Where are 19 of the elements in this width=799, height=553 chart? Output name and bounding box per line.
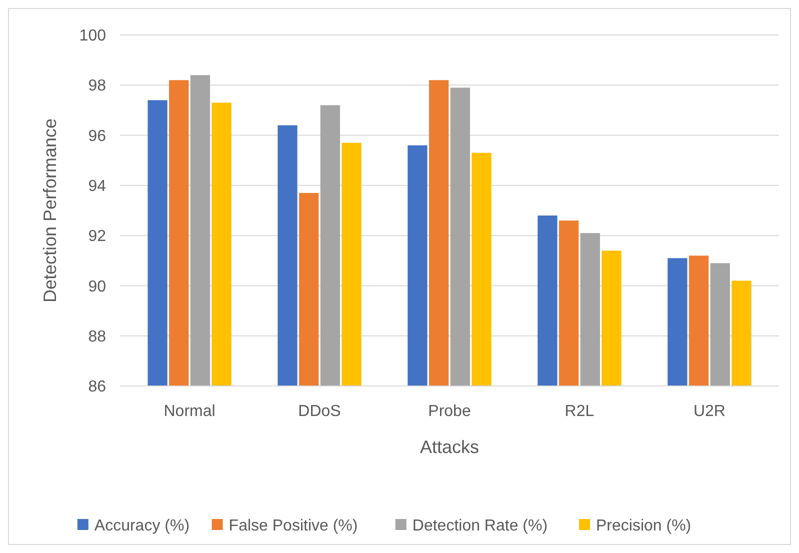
legend-label: Detection Rate (%) <box>412 518 548 535</box>
legend-label: Precision (%) <box>596 518 692 535</box>
x-tick-label: DDoS <box>298 403 341 420</box>
y-tick-label: 88 <box>88 328 106 346</box>
y-tick-label: 100 <box>79 28 106 45</box>
y-tick-label: 96 <box>88 128 106 145</box>
legend-label: Accuracy (%) <box>94 518 190 535</box>
x-tick-label: Probe <box>428 403 471 420</box>
x-tick-label: Normal <box>164 403 216 420</box>
x-tick-label: R2L <box>564 403 594 420</box>
y-tick-label: 94 <box>88 178 106 196</box>
legend-label: False Positive (%) <box>228 518 358 535</box>
x-tick-label: U2R <box>693 403 726 420</box>
x-axis-title: Attacks <box>420 437 480 457</box>
y-tick-label: 92 <box>88 228 106 246</box>
y-tick-label: 90 <box>88 278 106 296</box>
y-tick-label: 86 <box>88 378 106 396</box>
y-tick-label: 98 <box>88 78 106 95</box>
y-axis-title: Detection Performance <box>40 118 60 303</box>
